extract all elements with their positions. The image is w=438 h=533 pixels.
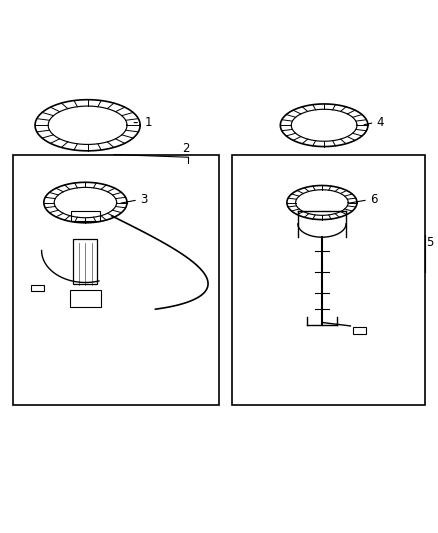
- FancyBboxPatch shape: [13, 155, 219, 405]
- Text: 5: 5: [426, 236, 433, 249]
- Text: 6: 6: [370, 193, 378, 206]
- Text: 1: 1: [145, 116, 152, 129]
- Text: 4: 4: [377, 116, 384, 129]
- Bar: [31, 285, 44, 291]
- Bar: [353, 327, 366, 334]
- Text: 3: 3: [140, 193, 148, 206]
- FancyBboxPatch shape: [232, 155, 425, 405]
- Bar: [74, 239, 97, 284]
- Bar: [70, 290, 101, 307]
- Text: 2: 2: [182, 142, 190, 155]
- Bar: [71, 211, 99, 221]
